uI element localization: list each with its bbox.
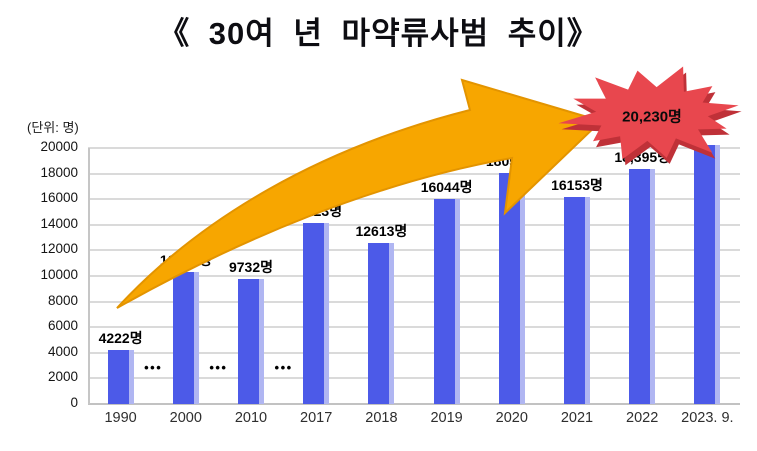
y-tick-label: 4000: [47, 343, 78, 359]
axis-break-marker: •••: [274, 360, 293, 375]
x-tick-label: 2010: [234, 410, 268, 426]
y-tick-label: 10000: [40, 267, 78, 282]
y-tick-label: 12000: [40, 241, 78, 257]
bar-value-label: 16044명: [420, 178, 473, 195]
x-tick-label: 2022: [626, 410, 659, 426]
x-tick-label: 1990: [104, 410, 137, 426]
y-tick-label: 8000: [47, 292, 78, 308]
bar-2010: [238, 279, 264, 404]
y-tick-label: 0: [70, 395, 78, 410]
y-tick-label: 2000: [47, 369, 78, 385]
bar-2018: [368, 242, 395, 404]
x-tick-label: 2019: [430, 410, 463, 426]
x-tick-label: 2000: [169, 410, 202, 426]
y-tick-label: 18000: [40, 164, 78, 180]
bar-2017: [303, 223, 330, 404]
bar-2021: [564, 197, 590, 404]
axis-break-marker: •••: [144, 360, 163, 375]
bar-value-label: 14123명: [290, 203, 343, 220]
chart-title: 《 30여 년 마약류사범 추이》: [158, 16, 599, 51]
bar-value-label: 9732명: [228, 259, 274, 276]
bar-1990: [107, 349, 134, 404]
highlight-value-label: 20,230명: [622, 108, 682, 126]
x-axis-line: [88, 403, 740, 405]
bar-20239: [694, 145, 721, 404]
bar-value-label: 4222명: [98, 329, 143, 346]
y-tick-label: 6000: [47, 318, 78, 334]
x-tick-label: 2018: [365, 410, 398, 426]
gridline: [88, 377, 740, 380]
bar-value-label: 16153명: [551, 177, 603, 194]
bar-value-label: 12613명: [355, 222, 408, 239]
x-tick-label: 2020: [495, 410, 528, 426]
y-axis-line: [88, 148, 90, 404]
y-tick-label: 20000: [40, 139, 78, 154]
y-tick-label: 14000: [40, 215, 78, 231]
x-tick-label: 2021: [560, 410, 594, 426]
gridline: [88, 326, 740, 329]
bar-value-label: 18,395명: [614, 148, 671, 165]
bar-2020: [498, 172, 525, 404]
gridline: [88, 351, 740, 354]
y-tick-label: 16000: [40, 190, 78, 206]
unit-label: (단위: 명): [27, 120, 79, 135]
bar-2000: [172, 272, 199, 404]
bar-value-label: 18050명: [485, 152, 538, 169]
bar-2019: [433, 198, 460, 404]
bar-value-label: 10304명: [159, 252, 212, 269]
x-tick-label: 2017: [300, 410, 333, 426]
x-tick-label: 2023. 9.: [681, 410, 734, 426]
bar-2022: [629, 168, 656, 404]
axis-break-marker: •••: [209, 360, 228, 375]
